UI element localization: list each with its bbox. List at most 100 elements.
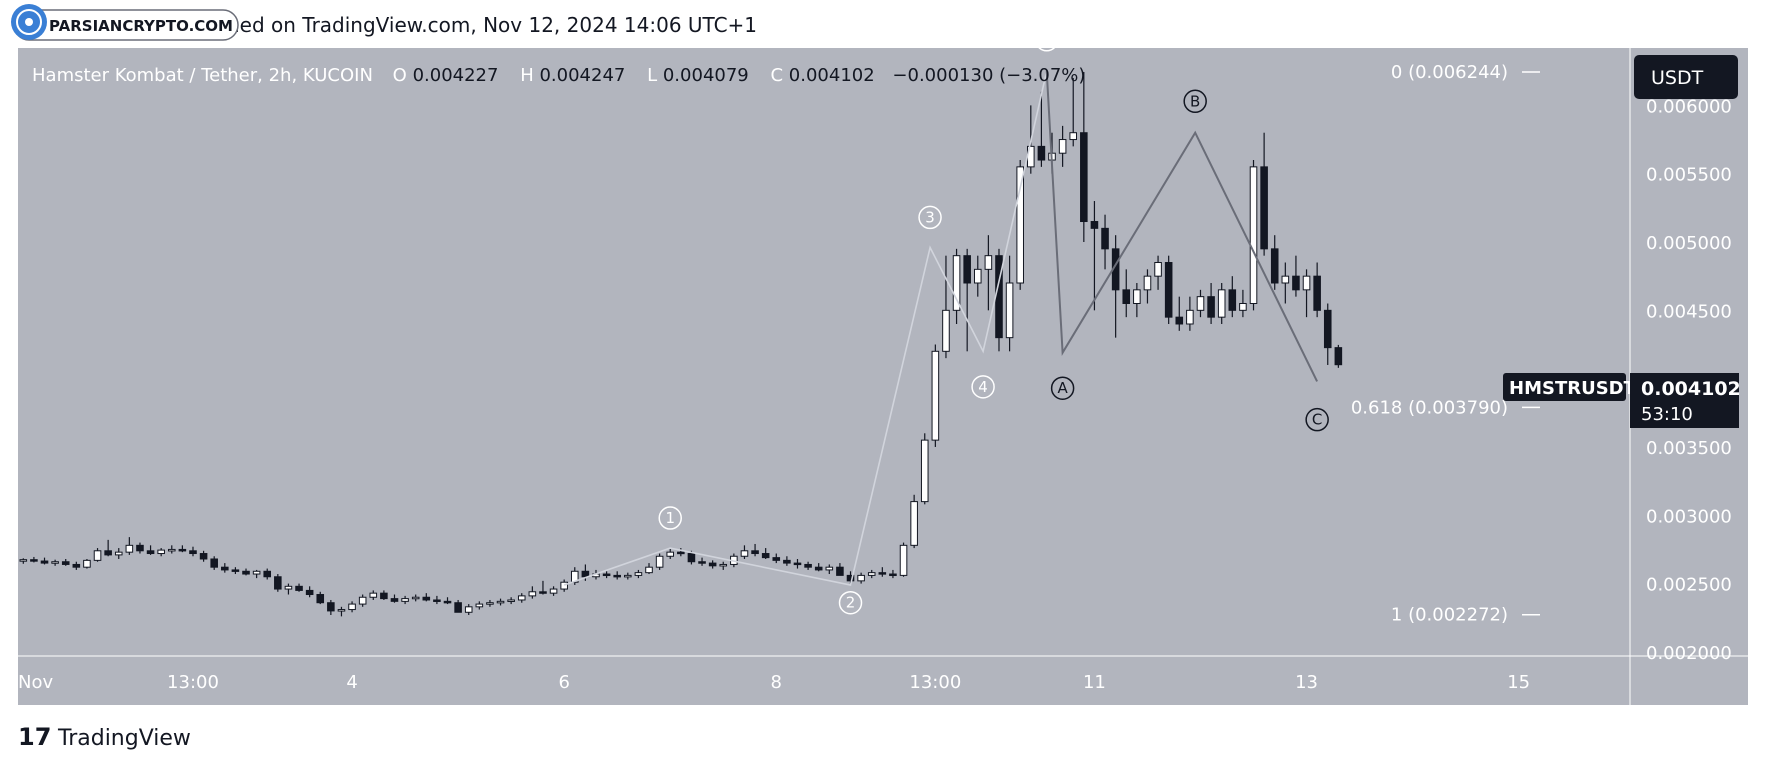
candle-body <box>719 563 728 567</box>
candle-76 <box>825 564 834 575</box>
candle-37 <box>411 594 420 602</box>
candle-body <box>1302 275 1311 291</box>
candle-body <box>252 570 261 575</box>
time-tick-5: 13:00 <box>909 672 961 693</box>
candle-body <box>804 563 812 568</box>
candle-body <box>72 563 81 568</box>
candle-106 <box>1143 269 1152 304</box>
candle-body <box>920 439 929 503</box>
time-tick-8: 15 <box>1507 672 1530 693</box>
candle-87 <box>942 255 950 359</box>
candle-body <box>793 562 802 566</box>
candle-body <box>433 599 441 602</box>
candle-99 <box>1069 78 1078 147</box>
candle-93 <box>1005 255 1014 352</box>
published-text: hed on TradingView.com, Nov 12, 2024 14:… <box>227 13 757 37</box>
price-tick-4: 0.003500 <box>1646 438 1732 459</box>
candle-body <box>1016 166 1024 284</box>
wave-marker-circle <box>838 590 863 615</box>
price-tick-6: 0.002500 <box>1646 575 1732 596</box>
candle-body <box>496 600 505 604</box>
candle-body <box>814 566 823 571</box>
candle-body <box>1292 275 1300 291</box>
candle-118 <box>1270 235 1279 290</box>
candle-24 <box>274 574 282 592</box>
candle-body <box>984 255 993 270</box>
candle-69 <box>751 543 759 557</box>
candle-body <box>1249 166 1258 304</box>
candle-105 <box>1133 283 1141 318</box>
price-tick-1: 0.005500 <box>1646 165 1732 186</box>
candle-64 <box>698 557 706 566</box>
candle-16 <box>189 546 197 557</box>
candle-62 <box>677 548 685 557</box>
symbol-label: HMSTRUSDT <box>1509 378 1637 399</box>
candle-92 <box>995 248 1003 352</box>
candle-58 <box>634 569 643 579</box>
candle-121 <box>1302 269 1311 318</box>
candle-body <box>857 574 865 582</box>
fib-level-label-2: 1 (0.002272) <box>1391 605 1508 626</box>
candle-body <box>1196 296 1205 311</box>
candle-66 <box>719 561 728 570</box>
price-tick-3: 0.004500 <box>1646 301 1732 322</box>
candle-body <box>380 592 388 600</box>
candle-116 <box>1249 160 1258 311</box>
candle-88 <box>952 248 961 324</box>
candle-body <box>369 592 378 598</box>
candle-48 <box>528 586 537 599</box>
candle-body <box>231 569 240 572</box>
candle-10 <box>125 537 134 555</box>
candle-body <box>61 561 70 565</box>
candle-7 <box>93 548 102 562</box>
candle-body <box>443 600 452 604</box>
candle-body <box>19 559 28 562</box>
wave-marker-circle <box>1183 89 1207 114</box>
wave-marker-label: 4 <box>978 378 988 396</box>
candle-96 <box>1037 91 1046 167</box>
tradingview-brand[interactable]: 17 TradingView <box>18 723 191 751</box>
candle-43 <box>475 601 484 610</box>
candle-21 <box>242 568 250 576</box>
currency-button[interactable]: USDT <box>1634 55 1738 99</box>
candle-98 <box>1058 125 1067 167</box>
price-tick-labels: 0.006000 0.005500 0.005000 0.004500 0.003500… <box>1646 96 1732 664</box>
candle-body <box>284 585 293 590</box>
candle-60 <box>655 553 664 570</box>
candle-61 <box>666 548 675 559</box>
candle-body <box>178 548 187 552</box>
candle-body <box>772 557 781 561</box>
impulse-wave-5: 5 <box>1034 28 1059 52</box>
fib-level-label-0: 0 (0.006244) <box>1391 62 1508 83</box>
candle-body <box>411 596 420 600</box>
footer-brand-text: TradingView <box>57 726 191 751</box>
candle-108 <box>1164 255 1173 324</box>
time-tick-1: 13:00 <box>167 672 219 693</box>
candle-59 <box>645 563 653 575</box>
open-label: O <box>393 65 407 86</box>
corrective-wave-B: B <box>1183 89 1207 114</box>
chart-plot-area[interactable] <box>18 48 1630 656</box>
candle-body <box>348 603 356 611</box>
candle-body <box>1101 227 1109 250</box>
candle-86 <box>931 344 940 447</box>
close-label: C <box>770 65 783 86</box>
time-axis[interactable] <box>18 656 1630 705</box>
fib-level-label-1: 0.618 (0.003790) <box>1351 397 1508 418</box>
candle-2 <box>40 557 49 565</box>
candle-body <box>698 561 706 564</box>
candle-57 <box>624 572 632 580</box>
candle-body <box>836 566 844 576</box>
candle-body <box>931 350 940 441</box>
wave-marker-circle <box>658 506 682 530</box>
candle-body <box>825 566 834 571</box>
bar-countdown: 53:10 <box>1641 404 1693 425</box>
candle-110 <box>1186 296 1194 331</box>
price-tick-7: 0.002000 <box>1646 643 1732 664</box>
impulse-wave-line <box>563 71 1048 586</box>
candle-51 <box>560 579 568 592</box>
wave-marker-circle <box>1034 28 1059 52</box>
candle-46 <box>507 597 515 605</box>
candle-body <box>634 572 643 576</box>
